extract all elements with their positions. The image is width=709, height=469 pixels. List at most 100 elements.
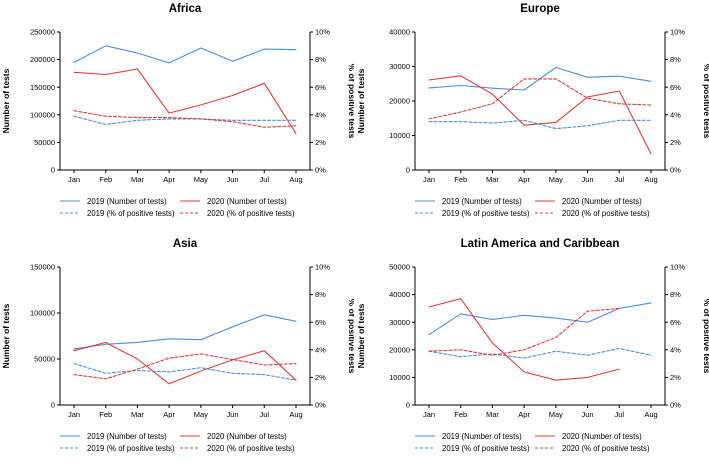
legend-item-pos-2020: 2020 (% of positive tests) [535, 444, 650, 453]
legend-item-tests-2020: 2020 (Number of tests) [180, 432, 287, 441]
y2-axis-label: % of positive tests [347, 64, 354, 139]
y-tick-label: 40000 [389, 28, 410, 37]
y2-tick-label: 2% [315, 138, 326, 147]
y-tick-label: 150000 [30, 83, 55, 92]
chart-title: Asia [173, 238, 198, 250]
y2-tick-label: 2% [315, 373, 326, 382]
chart-title: Latin America and Caribbean [461, 238, 620, 250]
legend-label: 2019 (% of positive tests) [87, 444, 175, 453]
y-tick-label: 200000 [30, 55, 55, 64]
y2-axis-label: % of positive tests [347, 299, 354, 374]
legend-label: 2020 (% of positive tests) [562, 444, 650, 453]
x-tick-label: Apr [163, 410, 175, 419]
legend-item-tests-2019: 2019 (Number of tests) [60, 432, 167, 441]
y2-tick-label: 6% [670, 83, 681, 92]
x-tick-label: Aug [289, 175, 302, 184]
x-tick-label: May [194, 410, 208, 419]
series-line-2020-of-positive-tests [428, 78, 652, 120]
series-line-2020-number-of-tests [428, 298, 620, 381]
x-tick-label: Aug [644, 175, 657, 184]
legend-label: 2019 (% of positive tests) [87, 209, 175, 218]
y-tick-label: 0 [406, 166, 410, 175]
legend-label: 2020 (Number of tests) [562, 432, 642, 441]
legend-item-pos-2019: 2019 (% of positive tests) [60, 209, 175, 218]
series-line-2019-number-of-tests [428, 302, 652, 336]
legend-label: 2020 (Number of tests) [562, 197, 642, 206]
legend-label: 2020 (% of positive tests) [207, 444, 295, 453]
x-tick-label: Apr [518, 175, 530, 184]
y2-tick-label: 4% [315, 345, 326, 354]
axes-frame [59, 267, 311, 406]
y-axis-label: Number of tests [1, 303, 11, 368]
y2-tick-label: 0% [315, 401, 326, 410]
x-tick-label: Aug [289, 410, 302, 419]
chart-europe: Europe 0 10000 20000 30000 40000 0% 2% 4% 6% 8% 10%… [356, 3, 709, 218]
series-line-2020-number-of-tests [73, 341, 297, 385]
series-line-2020-of-positive-tests [73, 110, 297, 128]
legend-label: 2020 (Number of tests) [207, 197, 287, 206]
series-line-2019-of-positive-tests [73, 363, 297, 381]
y-tick-label: 30000 [389, 62, 410, 71]
y2-tick-label: 0% [315, 166, 326, 175]
legend-item-tests-2019: 2019 (Number of tests) [415, 197, 522, 206]
x-tick-label: Jul [614, 175, 624, 184]
y2-tick-label: 6% [315, 318, 326, 327]
y2-tick-label: 8% [315, 55, 326, 64]
series-line-2020-number-of-tests [428, 75, 652, 155]
chart-latin-america-and-caribbean: Latin America and Caribbean 0 10000 20000 30… [356, 238, 709, 453]
series-line-2019-of-positive-tests [428, 347, 652, 359]
x-tick-label: Feb [454, 175, 467, 184]
y-tick-label: 100000 [30, 110, 55, 119]
y2-axis-label: % of positive tests [702, 299, 709, 374]
y-tick-label: 250000 [30, 28, 55, 37]
series-line-2020-of-positive-tests [73, 353, 297, 380]
series-line-2019-of-positive-tests [428, 119, 652, 130]
x-tick-label: May [194, 175, 208, 184]
y2-tick-label: 8% [315, 290, 326, 299]
y-tick-label: 40000 [389, 290, 410, 299]
legend-label: 2019 (% of positive tests) [442, 209, 530, 218]
y2-tick-label: 4% [670, 110, 681, 119]
y-tick-label: 30000 [389, 318, 410, 327]
legend-item-tests-2020: 2020 (Number of tests) [535, 432, 642, 441]
x-tick-label: Jun [582, 410, 594, 419]
y-tick-label: 100000 [30, 309, 55, 318]
legend-item-tests-2019: 2019 (Number of tests) [415, 432, 522, 441]
legend-item-tests-2020: 2020 (Number of tests) [535, 197, 642, 206]
panel-africa: Africa 0 50000 100000 150000 200000 250000 0% 2%… [0, 0, 354, 234]
y2-tick-label: 10% [670, 28, 685, 37]
series-line-2019-number-of-tests [73, 314, 297, 350]
y-axis-label: Number of tests [1, 68, 11, 133]
x-tick-label: May [549, 410, 563, 419]
axes-frame [414, 32, 666, 171]
x-tick-label: Jun [227, 410, 239, 419]
y2-tick-label: 10% [315, 28, 330, 37]
x-tick-label: Mar [486, 175, 499, 184]
legend-item-pos-2019: 2019 (% of positive tests) [60, 444, 175, 453]
x-tick-label: Apr [518, 410, 530, 419]
y2-tick-label: 0% [670, 401, 681, 410]
y2-tick-label: 0% [670, 166, 681, 175]
axes-frame [59, 32, 311, 171]
series-line-2019-number-of-tests [73, 45, 297, 64]
y2-axis-label: % of positive tests [702, 64, 709, 139]
y2-tick-label: 6% [670, 318, 681, 327]
y-tick-label: 20000 [389, 345, 410, 354]
y-axis-label: Number of tests [356, 68, 366, 133]
axes-frame [414, 267, 666, 406]
x-tick-label: Jul [259, 175, 269, 184]
y-tick-label: 10000 [389, 131, 410, 140]
series-line-2020-number-of-tests [73, 68, 297, 135]
legend-item-pos-2020: 2020 (% of positive tests) [180, 209, 295, 218]
legend-label: 2019 (Number of tests) [442, 197, 522, 206]
series-line-2019-of-positive-tests [73, 115, 297, 126]
y-axis-label: Number of tests [356, 303, 366, 368]
panel-asia: Asia 0 50000 100000 150000 0% 2% 4% 6% 8% 10% Jan Fe… [0, 235, 354, 469]
y-tick-label: 50000 [34, 355, 55, 364]
series-line-2020-of-positive-tests [428, 307, 620, 356]
y-tick-label: 50000 [34, 138, 55, 147]
legend-label: 2020 (% of positive tests) [562, 209, 650, 218]
legend-item-tests-2020: 2020 (Number of tests) [180, 197, 287, 206]
panel-latin-america: Latin America and Caribbean 0 10000 20000 30… [355, 235, 709, 469]
